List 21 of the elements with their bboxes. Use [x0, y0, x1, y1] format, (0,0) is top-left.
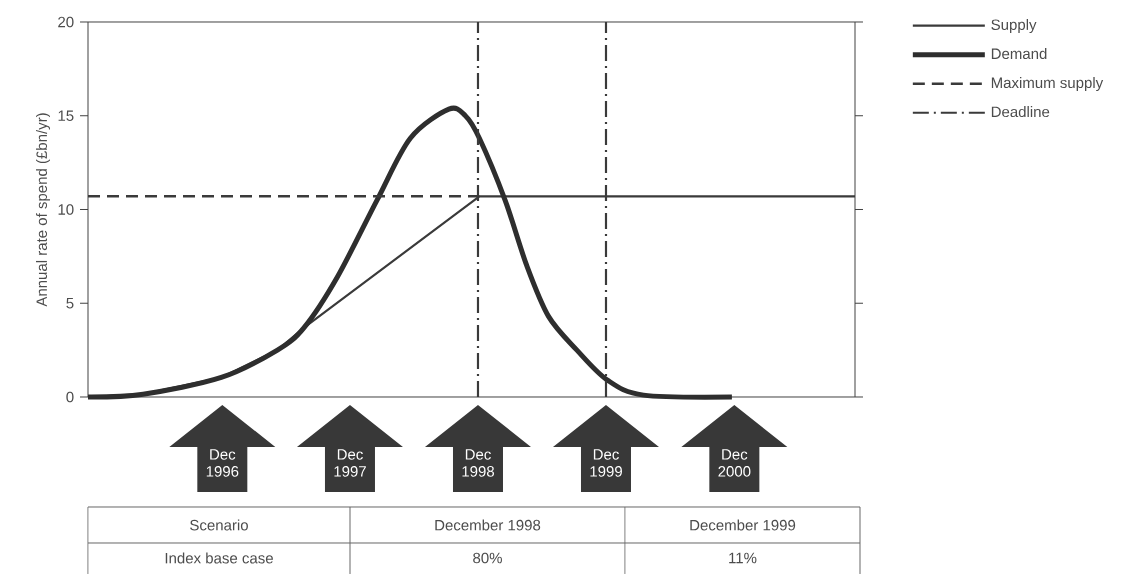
legend-label: Maximum supply [991, 76, 1104, 91]
text: Index base case [165, 552, 273, 564]
y-axis-title: Annual rate of spend (£bn/yr) [36, 113, 50, 307]
text: 11% [729, 552, 757, 563]
text: 80% [473, 552, 502, 564]
text: December 1999 [690, 519, 796, 531]
legend-label: Supply [991, 18, 1037, 33]
text: December 1998 [435, 519, 541, 531]
x-tick-label: Dec 1997 [334, 449, 366, 477]
legend-label: Demand [991, 47, 1047, 59]
x-tick-label: Dec 2000 [718, 449, 751, 477]
x-tick-label: Dec 1999 [590, 449, 622, 477]
y-tick-label: 20 [58, 16, 74, 28]
x-tick-label: Dec 1998 [462, 449, 495, 477]
y-tick-label: 15 [58, 110, 74, 121]
x-tick-label: Dec 1996 [206, 449, 239, 477]
legend-label: Deadline [991, 105, 1050, 117]
text: Scenario [190, 519, 248, 531]
y-tick-label: 0 [66, 391, 74, 403]
y-tick-label: 10 [58, 203, 74, 215]
y-tick-label: 5 [66, 297, 74, 309]
